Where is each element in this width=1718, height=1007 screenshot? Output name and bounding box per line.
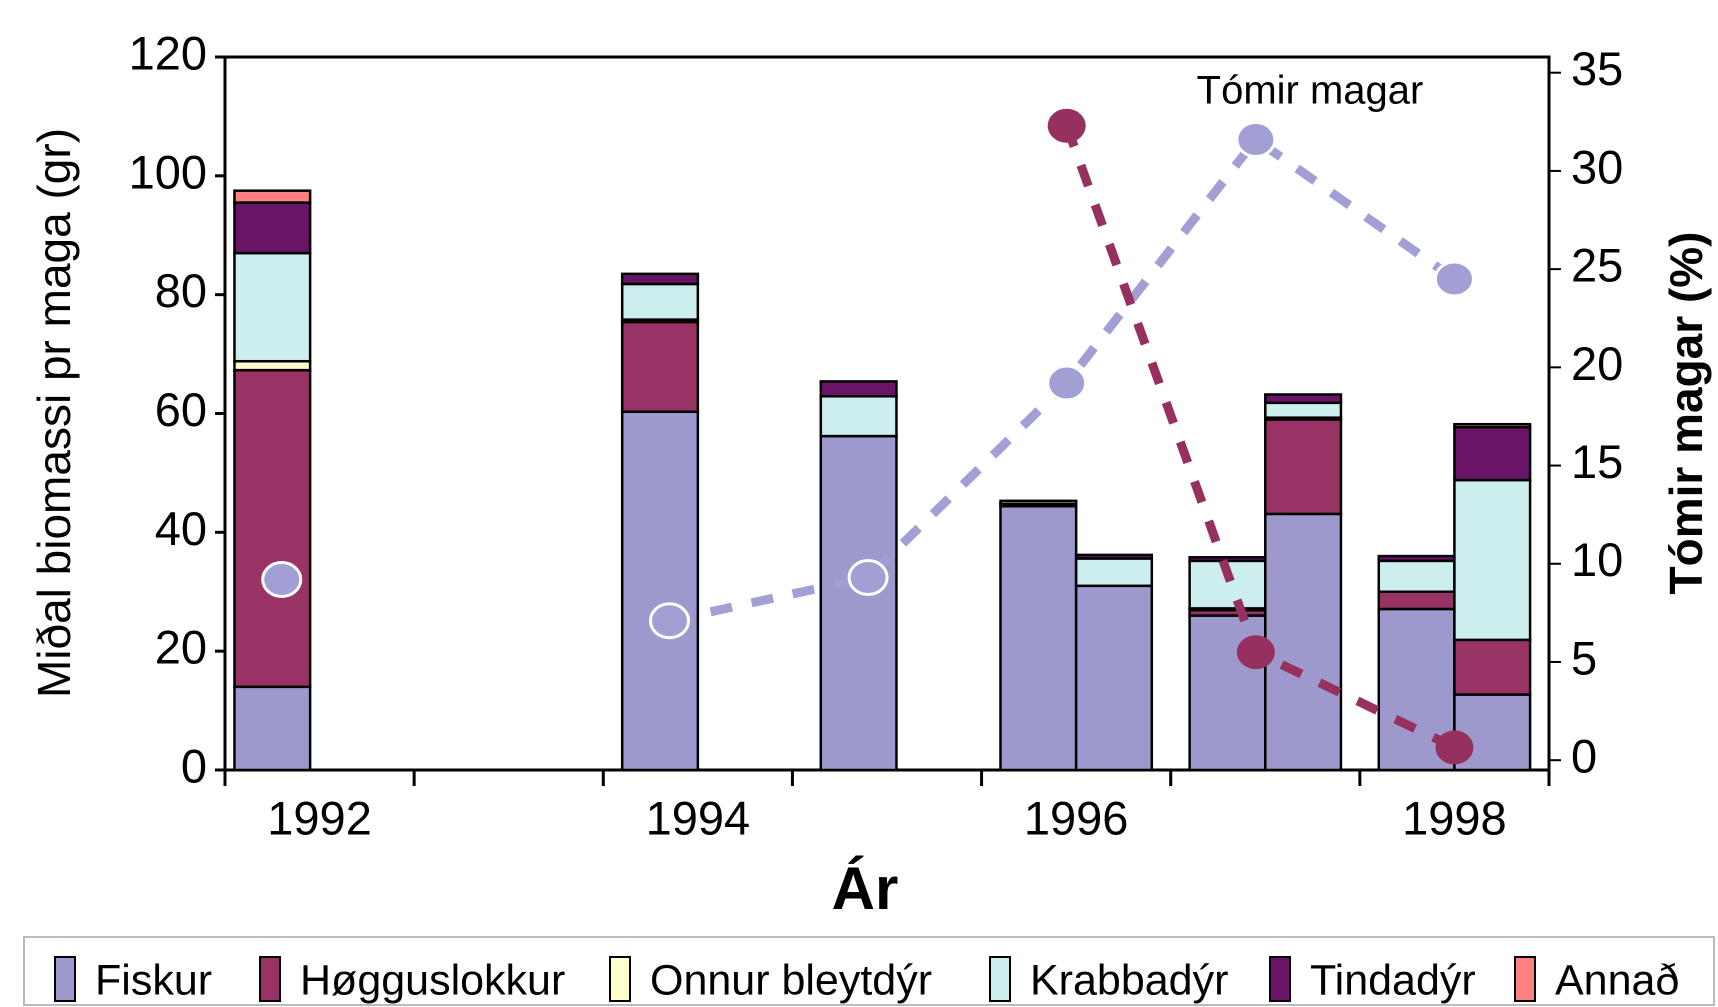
x-tick-label: 1992 (267, 791, 372, 844)
legend-label: Onnur bleytdýr (650, 956, 932, 1004)
bar-segment (1377, 559, 1456, 593)
x-axis-label: Ár (832, 855, 899, 922)
bar-segment (999, 504, 1078, 772)
bar-segment (999, 499, 1078, 506)
legend-label: Krabbadýr (1030, 956, 1228, 1004)
y2-tick-label: 15 (1571, 435, 1623, 488)
bar-segment (233, 359, 312, 372)
y2-tick-label: 20 (1571, 337, 1623, 390)
bar-segment (1074, 584, 1154, 772)
bar-segment (1074, 553, 1154, 560)
bar-segment (620, 320, 700, 413)
bar-segment (620, 410, 700, 772)
y-tick-label: 40 (155, 502, 207, 555)
bar-segment (1377, 554, 1456, 563)
bar-segment (1264, 418, 1343, 516)
y2-tick-label: 0 (1571, 730, 1597, 783)
bar-segment (819, 434, 898, 772)
bar-segment (1264, 393, 1343, 405)
bar-segment (819, 395, 898, 438)
y2-tick-label: 35 (1571, 42, 1623, 95)
y-tick-label: 20 (155, 621, 207, 674)
y2-tick-label: 5 (1571, 631, 1597, 684)
line-marker (1046, 364, 1088, 402)
annotation: Tómir magar (1197, 69, 1424, 113)
x-tick-label: 1996 (1024, 791, 1129, 844)
x-tick-label: 1994 (646, 791, 751, 844)
line-marker (1435, 730, 1474, 765)
line-marker (1047, 108, 1086, 143)
line-marker (1433, 260, 1475, 298)
x-tick-label: 1998 (1402, 791, 1507, 844)
legend-label: Fiskur (95, 956, 212, 1004)
legend-swatch (1514, 956, 1536, 1002)
bar-segment (1377, 590, 1456, 611)
y-tick-label: 0 (181, 739, 207, 792)
y2-tick-label: 10 (1571, 533, 1623, 586)
y-tick-label: 120 (129, 26, 207, 79)
bar-segment (1453, 478, 1532, 642)
line-marker (1235, 120, 1277, 158)
bar-segment (1074, 557, 1154, 588)
legend-label: Tindadýr (1310, 956, 1476, 1004)
bar-segment (1264, 401, 1343, 419)
legend-box (23, 936, 1715, 1006)
bar-segment (233, 251, 312, 363)
line-marker (261, 560, 303, 598)
line-marker (1236, 635, 1275, 670)
legend-label: Annað (1555, 956, 1679, 1004)
y2-axis-label: Tómir magar (%) (1660, 232, 1712, 595)
bar-segment (1453, 425, 1532, 482)
legend-swatch (609, 956, 631, 1002)
legend-label: Høgguslokkur (300, 956, 565, 1004)
y-tick-label: 80 (155, 264, 207, 317)
bar-segment (1453, 638, 1532, 696)
legend-swatch (989, 956, 1011, 1002)
bar-segment (620, 272, 700, 286)
bar-segment (1453, 422, 1532, 429)
legend-swatch (1269, 956, 1291, 1002)
bar-segment (233, 189, 312, 204)
y-tick-label: 100 (129, 145, 207, 198)
bar-segment (620, 282, 700, 321)
bar-segment (819, 380, 898, 398)
legend-swatch (259, 956, 281, 1002)
y2-tick-label: 25 (1571, 239, 1623, 292)
y-axis-label: Miðal biomassi pr maga (gr) (28, 128, 80, 698)
bar-segment (1264, 512, 1343, 772)
line-marker (648, 602, 690, 640)
y2-tick-label: 30 (1571, 140, 1623, 193)
bar-segment (233, 685, 312, 772)
line-marker (847, 559, 889, 597)
y-tick-label: 60 (155, 383, 207, 436)
legend-swatch (54, 956, 76, 1002)
bar-segment (233, 201, 312, 255)
bar-segment (233, 368, 312, 689)
